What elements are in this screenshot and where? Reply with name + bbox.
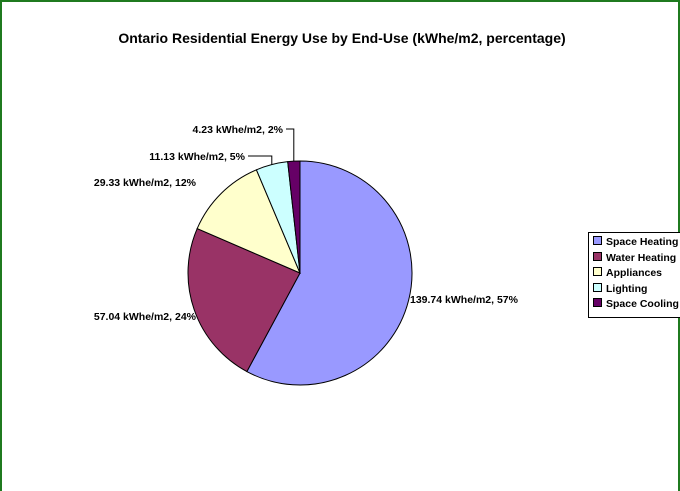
legend-item-lighting: Lighting: [593, 282, 648, 297]
legend-label-space-cooling: Space Cooling: [606, 298, 679, 310]
data-label-water-heating: 57.04 kWhe/m2, 24%: [94, 311, 197, 323]
legend-label-water-heating: Water Heating: [606, 251, 677, 264]
data-label-space-heating: 139.74 kWhe/m2, 57%: [410, 294, 519, 306]
legend-swatch-lighting: [593, 282, 602, 292]
legend-swatch-space-cooling: [593, 298, 602, 307]
legend: Space Heating Water Heating Appliances Ligh…: [588, 232, 680, 318]
legend-item-space-cooling: Space Cooling: [593, 298, 679, 312]
data-label-space-cooling: 4.23 kWhe/m2, 2%: [193, 124, 284, 136]
pie-slice-appliances: [196, 169, 301, 274]
data-label-appliances: 29.33 kWhe/m2, 12%: [94, 177, 197, 189]
legend-item-appliances: Appliances: [593, 267, 662, 281]
legend-swatch-water-heating: [593, 251, 602, 261]
legend-label-appliances: Appliances: [606, 267, 663, 279]
leader-line-space-cooling: [286, 128, 295, 162]
legend-label-lighting: Lighting: [606, 282, 648, 295]
legend-swatch-space-heating: [593, 236, 602, 245]
legend-swatch-appliances: [593, 267, 602, 276]
legend-item-space-heating: Space Heating: [593, 236, 678, 250]
legend-item-water-heating: Water Heating: [593, 251, 677, 266]
pie-slice-water-heating: [187, 227, 301, 373]
chart-title: Ontario Residential Energy Use by End-Us…: [118, 30, 566, 46]
pie-slice-space-heating: [246, 160, 413, 386]
data-label-lighting: 11.13 kWhe/m2, 5%: [149, 151, 245, 163]
legend-label-space-heating: Space Heating: [606, 236, 679, 248]
leader-line-lighting: [248, 155, 273, 165]
